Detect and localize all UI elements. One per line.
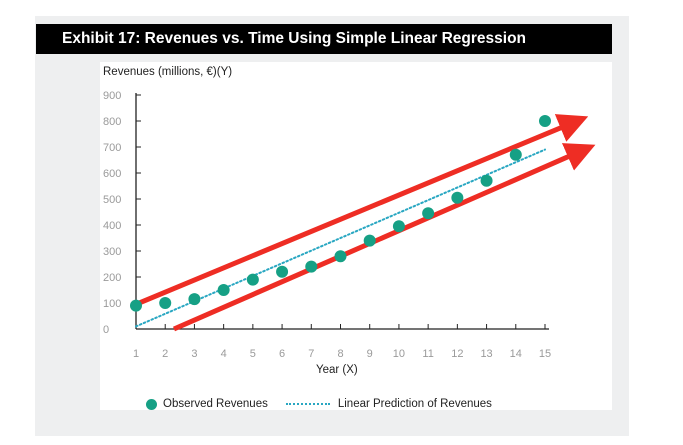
- y-tick-label: 100: [103, 298, 121, 310]
- x-tick-label: 6: [279, 348, 285, 360]
- y-ticks: 0 100 200 300 400 500 600 700 800 900: [103, 90, 141, 336]
- x-tick-label: 13: [480, 348, 492, 360]
- y-tick-label: 200: [103, 272, 121, 284]
- observed-point: [392, 220, 405, 233]
- observed-points: [130, 115, 551, 312]
- axes: [135, 93, 549, 330]
- x-axis-label: Year (X): [316, 364, 358, 376]
- x-tick-label: 7: [308, 348, 314, 360]
- observed-point: [130, 299, 142, 312]
- legend: Observed Revenues Linear Prediction of R…: [146, 396, 492, 412]
- y-tick-label: 900: [103, 90, 121, 102]
- chart-area: [100, 62, 612, 410]
- x-tick-label: 4: [221, 348, 227, 360]
- x-tick-label: 10: [393, 348, 405, 360]
- y-tick-label: 800: [103, 116, 121, 128]
- x-tick-label: 14: [510, 348, 522, 360]
- observed-point: [159, 297, 172, 309]
- observed-point: [480, 174, 493, 187]
- y-axis-label-text: Revenues (millions, €)(Y): [103, 66, 233, 78]
- y-tick-label: 300: [103, 246, 121, 258]
- legend-prediction-label: Linear Prediction of Revenues: [337, 398, 492, 410]
- title-banner: [36, 24, 612, 54]
- observed-point: [276, 265, 289, 278]
- x-tick-label: 8: [337, 348, 343, 360]
- x-ticks: 1 2 3 4 5 6 7 8 9 10 11 12 13 14 15: [133, 324, 551, 360]
- observed-point: [217, 284, 230, 296]
- y-tick-label: 0: [103, 324, 109, 336]
- x-tick-label: 3: [191, 348, 197, 360]
- y-axis-label: Revenues (millions, €)(Y): [103, 66, 232, 78]
- x-axis-label-text: Year (X): [316, 364, 358, 376]
- legend-item-prediction: Linear Prediction of Revenues: [268, 398, 492, 410]
- legend-observed-label: Observed Revenues: [163, 398, 268, 410]
- arrows-group: [135, 114, 596, 332]
- x-tick-label: 2: [162, 348, 168, 360]
- observed-point: [188, 293, 201, 306]
- y-tick-label: 400: [103, 220, 121, 232]
- x-tick-label: 1: [133, 348, 139, 360]
- prediction-line: [135, 148, 546, 328]
- observed-point: [539, 115, 551, 127]
- observed-point: [363, 234, 376, 247]
- x-tick-label: 5: [250, 348, 256, 360]
- observed-point: [509, 148, 522, 161]
- legend-observed-dot-icon: [146, 398, 157, 410]
- x-tick-label: 11: [422, 348, 433, 360]
- top-strip: [35, 0, 629, 16]
- legend-prediction-line-icon: [285, 403, 330, 405]
- y-tick-label: 700: [103, 142, 121, 154]
- y-tick-label: 600: [103, 168, 121, 180]
- red-arrow-2: [172, 143, 596, 332]
- legend-item-observed: Observed Revenues: [146, 398, 268, 410]
- y-tick-label: 500: [103, 194, 121, 206]
- prediction-line-group: [135, 148, 546, 328]
- observed-point: [246, 273, 259, 286]
- x-tick-label: 15: [539, 348, 551, 360]
- observed-point: [451, 191, 464, 204]
- observed-point: [334, 250, 347, 263]
- x-tick-label: 9: [367, 348, 373, 360]
- x-tick-label: 12: [451, 348, 463, 360]
- observed-point: [422, 207, 435, 220]
- chart-title: Exhibit 17: Revenues vs. Time Using Simp…: [62, 30, 527, 47]
- observed-point: [305, 260, 318, 273]
- red-arrow-1: [135, 114, 589, 307]
